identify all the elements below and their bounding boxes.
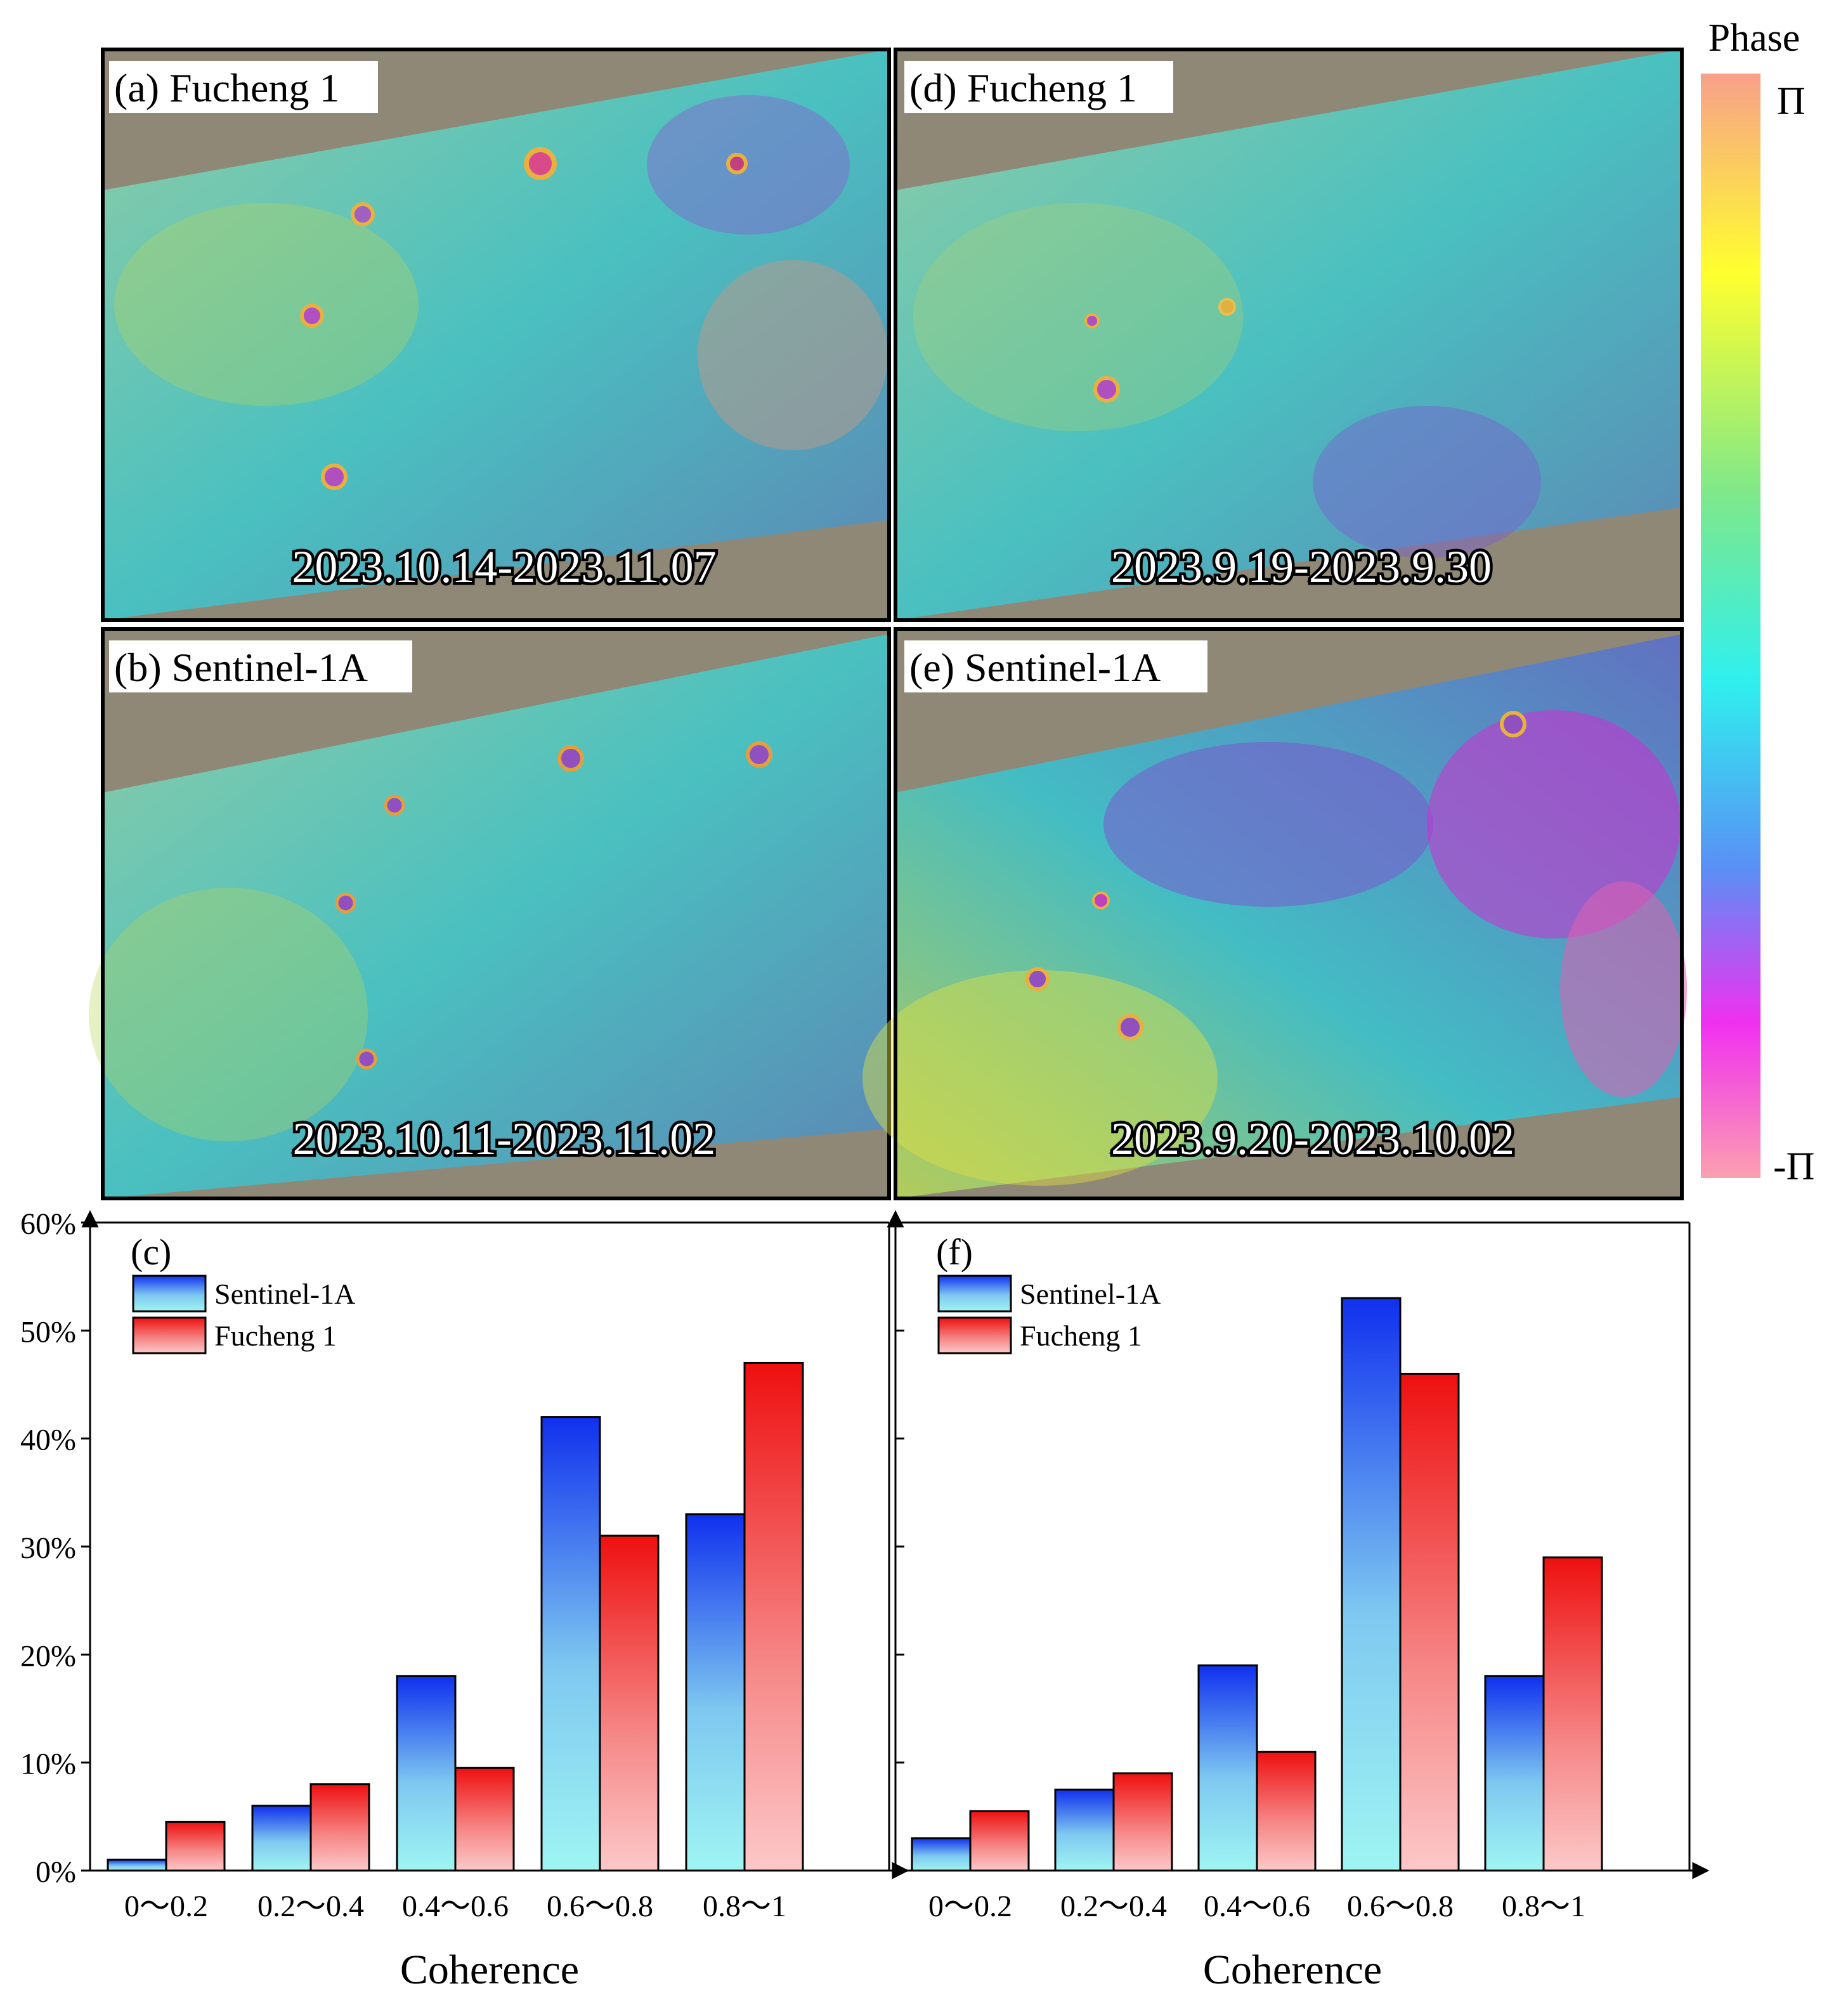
x-tick-label: 0.8～1: [1502, 1890, 1585, 1923]
deformation-spot: [1092, 892, 1110, 909]
deformation-spot: [1218, 298, 1236, 316]
deformation-spot: [524, 147, 557, 180]
bar-sentinel-1a: [1197, 1664, 1258, 1872]
colorbar-gradient: [1701, 74, 1760, 1178]
coherence-bar-chart-f: 0～0.2 0.2～0.4 0.4～0.6 0.6～0.8 0.8～1 Coherence…: [887, 1210, 1710, 1993]
deformation-spot: [335, 892, 356, 914]
y-tick-label: 0%: [36, 1855, 76, 1889]
x-tick-label: 0.4～0.6: [1204, 1890, 1310, 1923]
panel-label: (f): [936, 1231, 973, 1273]
map-date-range: 2023.9.19-2023.9.30: [1111, 542, 1492, 592]
bar-sentinel-1a: [540, 1416, 601, 1872]
map-date-range: 2023.10.11-2023.11.02: [293, 1113, 716, 1164]
bar-sentinel-1a: [251, 1805, 312, 1872]
phase-colorbar: Phase Π -Π: [1701, 16, 1814, 1188]
bar-fucheng-1: [1112, 1772, 1173, 1872]
legend-label: Fucheng 1: [214, 1320, 337, 1352]
deformation-spot: [321, 464, 348, 490]
bar-sentinel-1a: [396, 1675, 457, 1872]
legend-swatch: [132, 1275, 207, 1313]
map-label: (a) Fucheng 1: [114, 65, 339, 110]
deformation-spot: [351, 202, 375, 226]
colorbar-top-label: Π: [1777, 80, 1806, 123]
map-label: (d) Fucheng 1: [909, 65, 1137, 110]
map-panel-a: (a) Fucheng 1 2023.10.14-2023.11.07: [101, 48, 891, 622]
bar-sentinel-1a: [107, 1859, 167, 1872]
bar-fucheng-1: [599, 1535, 660, 1872]
x-tick-label: 0.6～0.8: [1347, 1890, 1454, 1923]
x-tick-label: 0.4～0.6: [402, 1890, 509, 1923]
deformation-spot: [1117, 1014, 1143, 1041]
deformation-spot: [1084, 313, 1100, 328]
bar-sentinel-1a: [1484, 1675, 1545, 1872]
x-tick-label: 0.2～0.4: [257, 1890, 364, 1923]
deformation-spot: [356, 1048, 377, 1070]
bar-fucheng-1: [969, 1810, 1030, 1872]
map-label: (e) Sentinel-1A: [909, 645, 1161, 690]
bar-fucheng-1: [165, 1820, 226, 1872]
deformation-spot: [1500, 711, 1526, 737]
x-tick-label: 0.8～1: [703, 1890, 786, 1923]
coherence-bar-chart-c: 0% 10% 20% 30% 40% 50% 60% 0～0.2 0.2～0.4 0.4～0.6 0…: [20, 1207, 909, 1993]
deformation-spot: [1025, 967, 1050, 991]
x-tick-label: 0.6～0.8: [547, 1890, 653, 1923]
bar-sentinel-1a: [685, 1513, 746, 1872]
legend-label: Fucheng 1: [1020, 1320, 1142, 1352]
x-tick-label: 0.2～0.4: [1060, 1890, 1167, 1923]
bar-fucheng-1: [1399, 1372, 1460, 1872]
map-panel-e: (e) Sentinel-1A 2023.9.20-2023.10.02: [862, 627, 1687, 1200]
bar-fucheng-1: [743, 1361, 804, 1872]
x-axis-label: Coherence: [1203, 1947, 1382, 1993]
map-panel-d: (d) Fucheng 1 2023.9.19-2023.9.30: [894, 48, 1684, 622]
y-tick-label: 40%: [20, 1424, 76, 1457]
deformation-spot: [384, 795, 405, 816]
y-tick-label: 10%: [20, 1748, 76, 1781]
bar-fucheng-1: [454, 1767, 515, 1872]
legend-swatch: [937, 1316, 1012, 1354]
map-panel-b: (b) Sentinel-1A 2023.10.11-2023.11.02: [89, 627, 891, 1200]
bar-sentinel-1a: [911, 1837, 972, 1872]
y-tick-label: 20%: [20, 1639, 76, 1673]
bar-sentinel-1a: [1054, 1788, 1115, 1872]
deformation-spot: [1093, 376, 1120, 403]
deformation-spot: [726, 153, 748, 174]
map-date-range: 2023.9.20-2023.10.02: [1111, 1113, 1514, 1164]
deformation-spot: [557, 745, 584, 772]
legend-swatch: [937, 1275, 1012, 1313]
y-tick-label: 30%: [20, 1531, 76, 1565]
map-date-range: 2023.10.14-2023.11.07: [292, 542, 716, 592]
deformation-spot: [300, 304, 324, 328]
deformation-spot: [746, 741, 772, 768]
panel-label: (c): [131, 1231, 171, 1273]
x-tick-label: 0～0.2: [928, 1890, 1012, 1923]
bar-sentinel-1a: [1341, 1297, 1402, 1872]
legend-label: Sentinel-1A: [214, 1278, 355, 1310]
bar-fucheng-1: [309, 1783, 370, 1872]
x-tick-label: 0～0.2: [124, 1890, 208, 1923]
bar-fucheng-1: [1256, 1751, 1317, 1872]
map-label: (b) Sentinel-1A: [114, 645, 368, 690]
x-axis-label: Coherence: [400, 1947, 579, 1993]
y-tick-label: 60%: [20, 1207, 76, 1241]
legend-label: Sentinel-1A: [1020, 1278, 1161, 1310]
legend-swatch: [132, 1316, 207, 1354]
bar-fucheng-1: [1542, 1556, 1603, 1872]
colorbar-bottom-label: -Π: [1773, 1145, 1814, 1188]
y-tick-label: 50%: [20, 1315, 76, 1349]
colorbar-title: Phase: [1708, 16, 1800, 60]
